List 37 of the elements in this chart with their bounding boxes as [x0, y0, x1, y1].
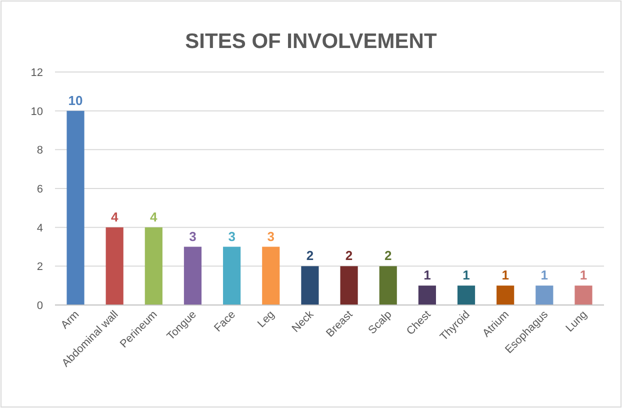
- data-label: 2: [306, 248, 314, 264]
- bar: [184, 246, 202, 305]
- data-label: 3: [228, 228, 236, 244]
- data-label: 1: [502, 268, 509, 283]
- bar: [379, 266, 397, 305]
- data-label: 3: [189, 228, 196, 244]
- data-label: 10: [68, 92, 83, 108]
- data-label: 3: [267, 228, 275, 244]
- data-label: 2: [345, 248, 353, 264]
- y-tick-label: 10: [30, 106, 43, 118]
- bar: [66, 110, 84, 305]
- bar: [418, 286, 436, 305]
- y-tick-label: 0: [36, 300, 43, 312]
- bar: [340, 266, 358, 305]
- x-tick-label: Leg: [256, 308, 278, 330]
- y-tick-label: 12: [30, 67, 43, 79]
- bar: [223, 246, 241, 305]
- chart-title: SITES OF INVOLVEMENT: [185, 30, 437, 53]
- data-label: 1: [462, 268, 470, 283]
- data-label: 2: [384, 248, 392, 264]
- bar: [536, 286, 554, 305]
- y-tick-label: 2: [36, 261, 43, 274]
- y-tick-label: 6: [36, 184, 43, 196]
- y-tick-label: 4: [36, 222, 43, 234]
- y-tick-label: 8: [36, 144, 43, 157]
- bar: [144, 227, 162, 305]
- data-label: 4: [150, 209, 158, 224]
- bar: [106, 227, 124, 305]
- data-label: 4: [110, 209, 119, 224]
- data-label: 1: [580, 268, 588, 283]
- bar: [301, 266, 319, 305]
- bar: [262, 246, 280, 305]
- bar: [496, 286, 514, 305]
- bar: [457, 286, 476, 305]
- data-label: 1: [424, 268, 431, 283]
- data-label: 1: [540, 268, 548, 283]
- bar: [574, 286, 592, 305]
